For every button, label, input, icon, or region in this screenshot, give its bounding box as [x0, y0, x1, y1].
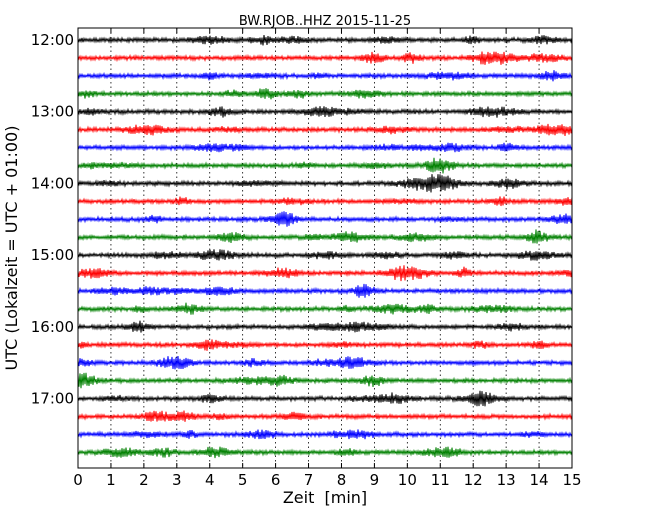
x-tick-label: 10 [398, 471, 417, 489]
x-tick-label: 13 [497, 471, 516, 489]
x-tick-label: 7 [304, 471, 314, 489]
x-axis-label: Zeit [min] [283, 488, 367, 507]
trace-line [77, 302, 573, 315]
x-tick-label: 9 [370, 471, 380, 489]
y-tick-label: 14:00 [31, 174, 74, 192]
trace-line [77, 339, 573, 351]
trace-line [77, 410, 573, 422]
x-tick-label: 1 [106, 471, 116, 489]
trace-line [77, 446, 573, 459]
trace-line [77, 106, 573, 118]
trace-line [77, 88, 573, 100]
trace-line [77, 390, 573, 407]
y-tick-label: 17:00 [31, 390, 74, 408]
chart-title: BW.RJOB..HHZ 2015-11-25 [239, 14, 411, 29]
x-tick-label: 4 [205, 471, 215, 489]
trace-line [77, 157, 573, 174]
trace-line [77, 283, 573, 298]
trace-line [77, 372, 573, 389]
x-tick-label: 5 [238, 471, 248, 489]
x-tick-label: 12 [464, 471, 483, 489]
trace-line [77, 196, 573, 207]
trace-line [77, 320, 573, 333]
x-tick-label: 8 [337, 471, 347, 489]
y-tick-label: 16:00 [31, 318, 74, 336]
trace-line [77, 174, 573, 193]
x-tick-label: 2 [139, 471, 149, 489]
x-grid [110, 28, 540, 468]
x-tick-label: 15 [562, 471, 581, 489]
trace-line [77, 229, 573, 244]
y-tick-label: 15:00 [31, 246, 74, 264]
trace-line [77, 34, 573, 46]
trace-line [77, 70, 573, 82]
traces [77, 34, 573, 459]
trace-line [77, 429, 573, 440]
x-tick-label: 3 [172, 471, 182, 489]
x-tick-label: 6 [271, 471, 281, 489]
trace-line [77, 142, 573, 153]
y-axis-label: UTC (Lokalzeit = UTC + 01:00) [2, 126, 21, 371]
y-ticks: 12:00 13:00 14:00 15:00 16:00 17:00 [31, 31, 572, 408]
x-tick-label: 0 [73, 471, 83, 489]
trace-line [77, 123, 573, 136]
trace-line [77, 51, 573, 65]
plot-frame [77, 27, 573, 469]
y-tick-label: 13:00 [31, 103, 74, 121]
trace-line [77, 265, 573, 282]
trace-line [77, 249, 573, 261]
trace-line [77, 355, 573, 370]
x-tick-label: 14 [530, 471, 549, 489]
y-tick-label: 12:00 [31, 31, 74, 49]
x-tick-label: 11 [431, 471, 450, 489]
trace-line [77, 211, 573, 227]
x-ticks: 0 1 2 3 4 5 6 7 8 9 10 11 12 13 14 15 [73, 28, 582, 489]
